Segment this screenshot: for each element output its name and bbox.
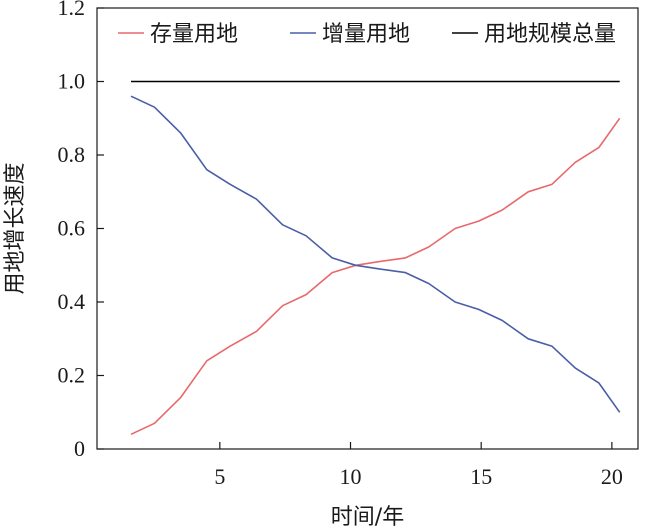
y-axis: 0 0.2 0.4 0.6 0.8 1.0 1.2: [58, 0, 104, 461]
x-axis-title: 时间/年: [331, 505, 404, 530]
y-tick-label: 0.2: [58, 363, 86, 388]
x-tick-label: 15: [470, 464, 492, 489]
x-tick-label: 5: [214, 464, 225, 489]
legend: 存量用地 增量用地 用地规模总量: [118, 22, 616, 47]
y-axis-title: 用地增长速度: [3, 162, 28, 294]
legend-label-1: 增量用地: [322, 22, 410, 47]
y-tick-label: 0.8: [58, 142, 86, 167]
plot-frame: [96, 7, 639, 450]
x-axis: 5 10 15 20: [214, 442, 623, 489]
legend-label-2: 用地规模总量: [484, 22, 616, 47]
series-line-0: [130, 117, 621, 436]
plot-border: [96, 7, 639, 450]
x-tick-label: 20: [601, 464, 623, 489]
x-tick-label: 10: [340, 464, 362, 489]
series-line-1: [130, 95, 621, 413]
y-tick-label: 0.6: [58, 216, 86, 241]
series-layer: [130, 80, 621, 436]
y-tick-label: 1.0: [58, 69, 86, 94]
y-tick-label: 0: [74, 436, 85, 461]
y-tick-label: 0.4: [58, 289, 86, 314]
y-tick-label: 1.2: [58, 0, 86, 20]
legend-label-0: 存量用地: [150, 22, 238, 47]
